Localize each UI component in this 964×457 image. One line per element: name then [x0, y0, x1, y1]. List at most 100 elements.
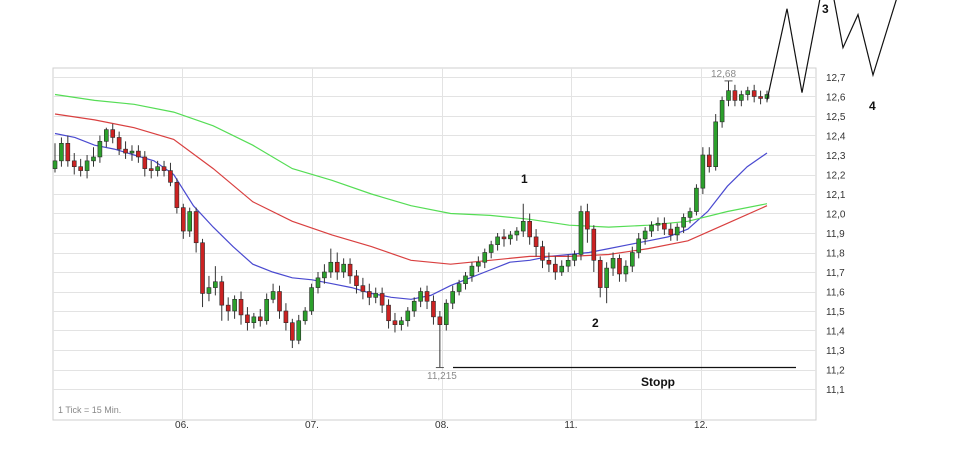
- candle: [78, 158, 83, 177]
- candle: [52, 143, 58, 173]
- candle-body: [65, 143, 71, 162]
- candle: [315, 272, 321, 294]
- candle-body: [751, 90, 757, 97]
- candle: [232, 295, 237, 319]
- candle-body: [495, 236, 500, 245]
- candle-body: [180, 207, 186, 232]
- candle-body: [78, 166, 83, 171]
- candle: [443, 299, 449, 331]
- candle-body: [148, 168, 154, 171]
- candle: [694, 184, 699, 216]
- candle-body: [91, 156, 96, 162]
- candle: [238, 291, 244, 325]
- candle-body: [302, 310, 308, 322]
- candle: [129, 145, 135, 161]
- candle-body: [418, 291, 423, 302]
- candle: [392, 312, 398, 333]
- x-tick-label: 07.: [305, 420, 319, 431]
- candle-body: [610, 258, 616, 269]
- candle: [264, 293, 269, 325]
- candle: [277, 285, 282, 319]
- candle-body: [129, 150, 135, 154]
- candle-body: [533, 236, 539, 247]
- candle-body: [508, 234, 513, 240]
- candle-body: [238, 298, 244, 316]
- candle: [642, 227, 648, 245]
- candle: [386, 299, 391, 329]
- candle: [527, 213, 532, 245]
- candle-body: [309, 287, 314, 312]
- candle-body: [424, 291, 430, 302]
- candle-body: [251, 316, 257, 324]
- candle-body: [514, 230, 520, 236]
- candle-body: [405, 310, 411, 322]
- candle: [739, 90, 744, 107]
- candle-body: [206, 287, 212, 294]
- candle: [488, 240, 494, 259]
- interval-note: 1 Tick = 15 Min.: [58, 405, 121, 415]
- y-tick-label: 11,5: [826, 307, 845, 318]
- candle: [405, 307, 411, 327]
- candle-body: [379, 293, 385, 306]
- candle-body: [585, 211, 590, 230]
- candle-body: [270, 291, 276, 300]
- candle: [65, 135, 71, 167]
- candle-body: [168, 170, 173, 183]
- candle: [501, 229, 507, 247]
- x-tick-label: 08.: [435, 420, 449, 431]
- candle-body: [443, 302, 449, 325]
- candle: [745, 86, 751, 101]
- candle: [604, 262, 609, 304]
- y-axis: 11,1 11,2 11,3 11,4 11,5 11,6 11,7 11,8 11,9 12,0…: [826, 73, 846, 396]
- x-axis: 06. 07. 08. 11. 12.: [175, 420, 708, 431]
- candle: [495, 233, 500, 251]
- candle: [290, 318, 295, 349]
- candle-body: [290, 322, 295, 341]
- candle: [302, 307, 308, 325]
- y-tick-label: 12,4: [826, 132, 846, 143]
- candle-body: [225, 304, 231, 312]
- ma-fast-line: [54, 132, 768, 300]
- projection-line: [766, 0, 897, 101]
- candle: [251, 312, 257, 329]
- candle-body: [694, 187, 699, 212]
- candle: [565, 254, 571, 272]
- candle-body: [334, 261, 340, 273]
- candle-body: [501, 236, 507, 240]
- candle: [411, 297, 417, 317]
- candle-body: [116, 137, 122, 150]
- candle: [257, 309, 263, 327]
- candle-body: [546, 259, 552, 265]
- candle: [617, 254, 622, 282]
- candle: [213, 266, 218, 296]
- candle-body: [597, 259, 603, 288]
- candle-body: [649, 224, 654, 232]
- candle-body: [437, 316, 443, 325]
- candle-body: [354, 275, 359, 286]
- candle-body: [174, 182, 180, 208]
- candles: [52, 80, 770, 369]
- y-tick-label: 11,2: [826, 366, 845, 377]
- candle: [206, 275, 212, 302]
- candle: [700, 147, 706, 194]
- candle-body: [617, 258, 622, 275]
- candle: [187, 207, 193, 237]
- candle: [437, 311, 443, 368]
- candle-body: [257, 316, 263, 322]
- y-tick-label: 11,7: [826, 268, 845, 279]
- candle-body: [681, 217, 686, 228]
- candle: [148, 160, 154, 179]
- candle-body: [706, 154, 712, 167]
- candle: [373, 287, 379, 304]
- candle: [142, 151, 148, 177]
- candle-body: [604, 267, 609, 288]
- y-tick-label: 11,9: [826, 229, 845, 240]
- candle: [84, 155, 90, 179]
- candle: [136, 145, 141, 163]
- candle-body: [520, 221, 526, 232]
- candle-body: [732, 90, 738, 101]
- candle: [347, 258, 353, 284]
- candle: [309, 283, 314, 315]
- candle-body: [59, 143, 64, 162]
- candle-body: [553, 263, 558, 273]
